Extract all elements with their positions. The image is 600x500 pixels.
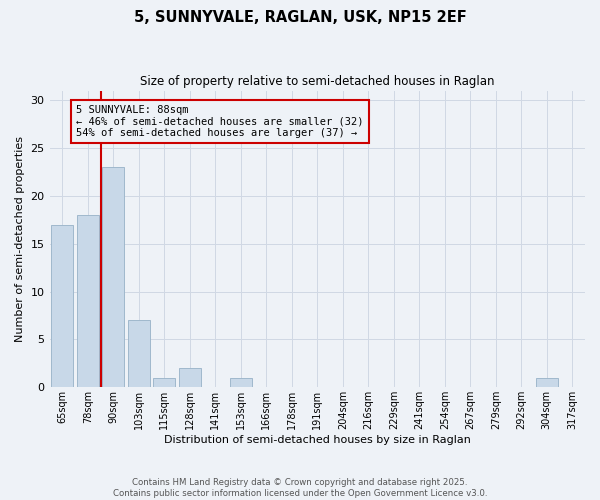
Bar — [52, 224, 73, 388]
Bar — [154, 378, 175, 388]
Bar — [536, 378, 557, 388]
X-axis label: Distribution of semi-detached houses by size in Raglan: Distribution of semi-detached houses by … — [164, 435, 471, 445]
Bar — [103, 167, 124, 388]
Bar — [77, 215, 98, 388]
Y-axis label: Number of semi-detached properties: Number of semi-detached properties — [15, 136, 25, 342]
Bar — [179, 368, 200, 388]
Text: 5, SUNNYVALE, RAGLAN, USK, NP15 2EF: 5, SUNNYVALE, RAGLAN, USK, NP15 2EF — [134, 10, 466, 25]
Bar — [230, 378, 251, 388]
Title: Size of property relative to semi-detached houses in Raglan: Size of property relative to semi-detach… — [140, 75, 494, 88]
Text: 5 SUNNYVALE: 88sqm
← 46% of semi-detached houses are smaller (32)
54% of semi-de: 5 SUNNYVALE: 88sqm ← 46% of semi-detache… — [76, 105, 364, 138]
Bar — [128, 320, 149, 388]
Text: Contains HM Land Registry data © Crown copyright and database right 2025.
Contai: Contains HM Land Registry data © Crown c… — [113, 478, 487, 498]
